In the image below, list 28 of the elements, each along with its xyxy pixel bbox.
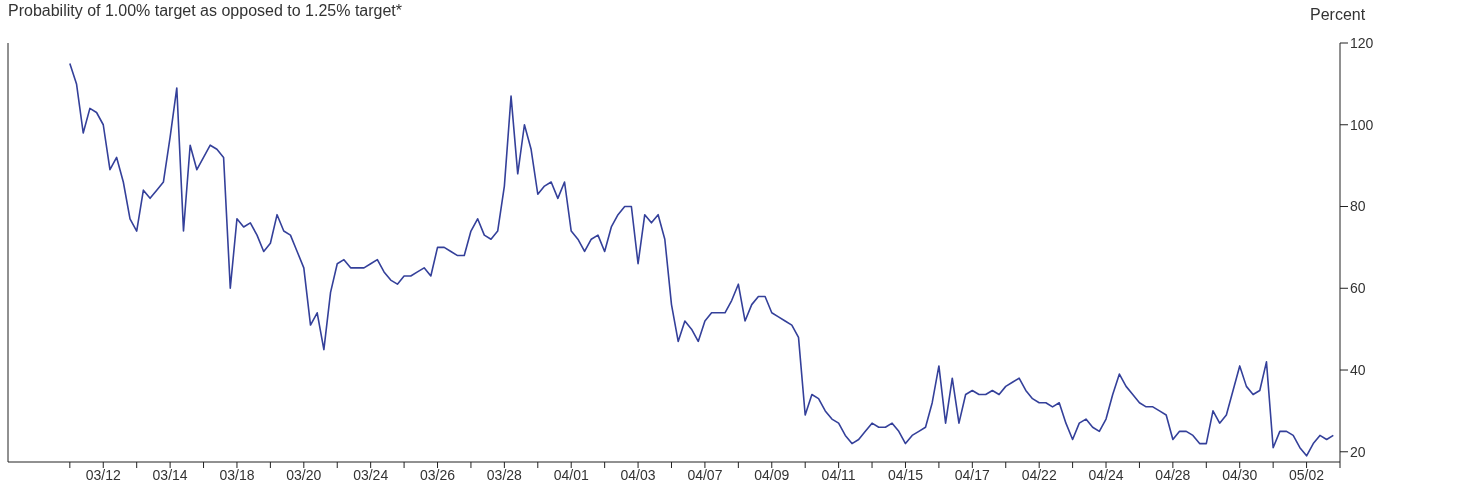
x-tick-label: 03/14 — [152, 466, 188, 483]
line-series — [69, 62, 1335, 457]
x-tick-label: 04/09 — [754, 466, 790, 483]
y-tick-label: 100 — [1350, 116, 1374, 133]
x-tick-label: 03/18 — [219, 466, 255, 483]
chart-title: Probability of 1.00% target as opposed to 1.25% target* — [8, 2, 403, 20]
x-tick-label: 03/20 — [286, 466, 322, 483]
y-tick-label: 40 — [1350, 361, 1366, 378]
x-tick-label: 05/02 — [1289, 466, 1325, 483]
x-tick-label: 03/28 — [486, 466, 523, 483]
y-axis-title: Percent — [1310, 6, 1366, 24]
x-tick-label: 04/17 — [954, 466, 991, 483]
x-tick-label: 04/22 — [1021, 466, 1057, 483]
x-tick-label: 04/03 — [620, 466, 656, 483]
x-tick-label: 03/12 — [85, 466, 121, 483]
x-tick-label: 04/07 — [687, 466, 723, 483]
y-tick-label: 120 — [1350, 34, 1374, 51]
x-tick-label: 03/24 — [353, 466, 389, 483]
x-tick-label: 04/28 — [1155, 466, 1191, 483]
x-tick-label: 04/01 — [553, 466, 589, 483]
y-tick-label: 20 — [1350, 443, 1366, 460]
x-tick-label: 04/11 — [821, 466, 856, 483]
x-tick-label: 04/30 — [1222, 466, 1258, 483]
x-tick-label: 03/26 — [419, 466, 456, 483]
y-tick-label: 80 — [1350, 198, 1366, 215]
x-tick-label: 04/24 — [1088, 466, 1124, 483]
y-tick-label: 60 — [1350, 280, 1366, 297]
x-tick-label: 04/15 — [887, 466, 924, 483]
